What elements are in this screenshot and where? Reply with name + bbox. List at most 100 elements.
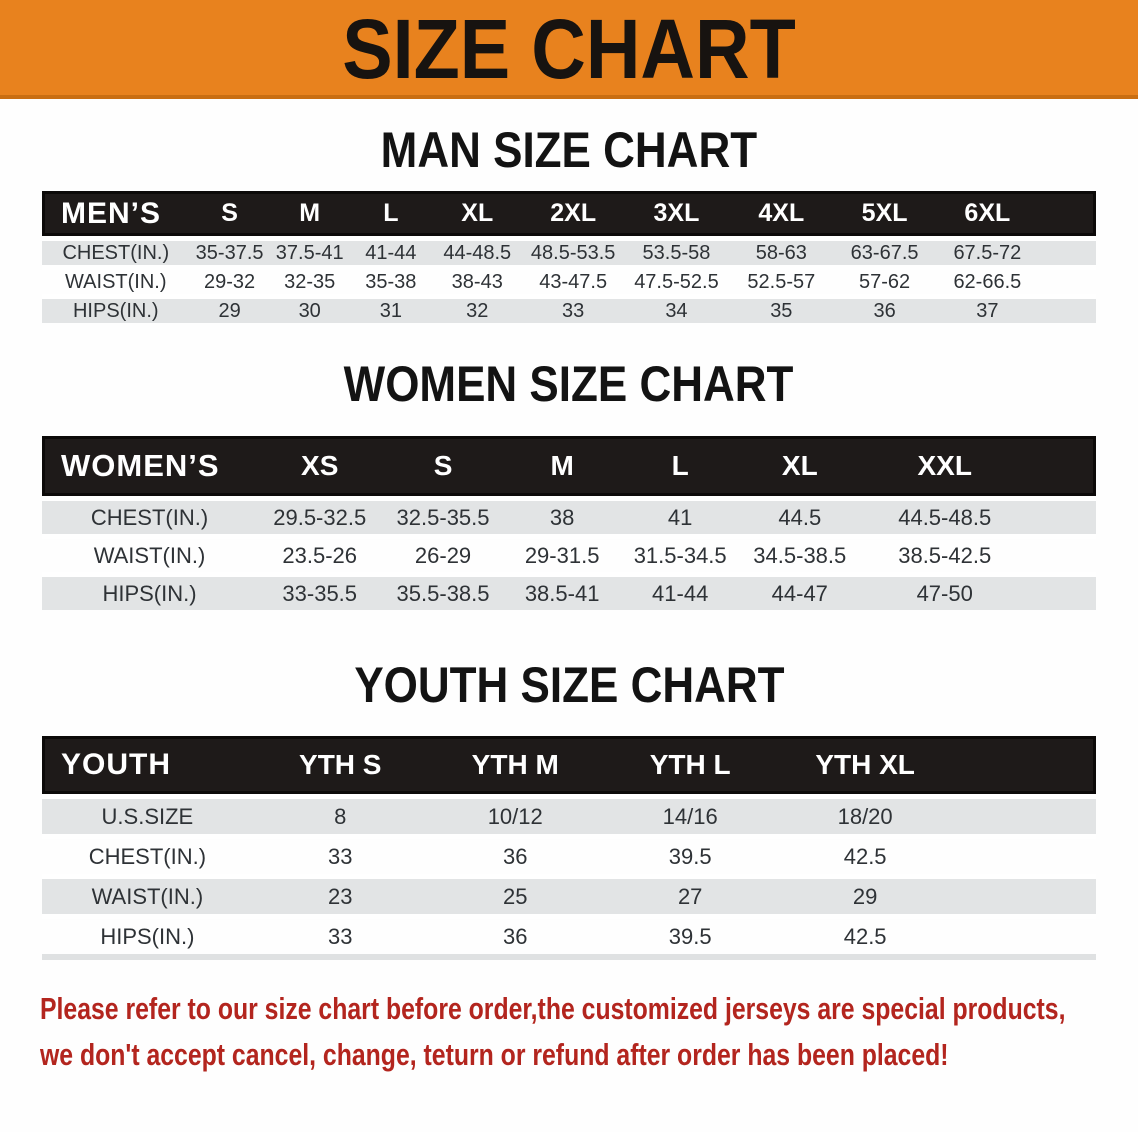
size-value-cell: 32-35 [269, 265, 350, 294]
spacer-cell [952, 834, 1096, 874]
size-column-header: M [269, 191, 350, 236]
size-value-cell: 44.5-48.5 [859, 496, 1030, 534]
row-label: HIPS(IN.) [42, 914, 253, 954]
size-value-cell: 31.5-34.5 [620, 534, 740, 572]
order-notice-line2: we don't accept cancel, change, teturn o… [40, 1037, 949, 1072]
spacer-cell [1029, 534, 1096, 572]
size-value-cell: 38 [503, 496, 621, 534]
size-column-header: S [382, 436, 504, 496]
size-value-cell: 32.5-35.5 [382, 496, 504, 534]
order-notice: Please refer to our size chart before or… [0, 986, 1138, 1078]
size-value-cell: 26-29 [382, 534, 504, 572]
size-column-header: L [349, 191, 432, 236]
size-value-cell: 44-47 [739, 572, 860, 610]
size-column-header: 4XL [729, 191, 834, 236]
youth-section-heading: YOUTH SIZE CHART [0, 660, 1138, 710]
youth-size-section: YOUTH SIZE CHART YOUTH YTH S YTH M YTH L YTH… [0, 660, 1138, 960]
women-size-section: WOMEN SIZE CHART WOMEN’S XS S M L XL XXL CHEST(… [0, 359, 1138, 610]
table-row: WAIST(IN.) 29-32 32-35 35-38 38-43 43-47.5 47.… [42, 265, 1096, 294]
row-label: CHEST(IN.) [42, 496, 258, 534]
youth-size-table: YOUTH YTH S YTH M YTH L YTH XL U.S.SIZE 8 10/12… [42, 736, 1096, 960]
size-value-cell: 44-48.5 [431, 236, 523, 265]
row-label: WAIST(IN.) [42, 534, 258, 572]
size-value-cell: 27 [602, 874, 778, 914]
size-value-cell: 31 [349, 294, 432, 323]
spacer-cell [1039, 236, 1096, 265]
size-value-cell: 33 [252, 834, 428, 874]
youth-table-label: YOUTH [42, 736, 253, 794]
size-value-cell: 44.5 [739, 496, 860, 534]
table-row: HIPS(IN.) 33 36 39.5 42.5 [42, 914, 1096, 954]
row-label: WAIST(IN.) [42, 265, 190, 294]
size-chart-banner: SIZE CHART [0, 0, 1138, 99]
spacer-cell [952, 794, 1096, 834]
size-value-cell: 29 [777, 874, 953, 914]
size-value-cell: 29-31.5 [503, 534, 621, 572]
size-value-cell: 29 [189, 294, 270, 323]
size-column-header: 5XL [833, 191, 936, 236]
size-value-cell: 14/16 [602, 794, 778, 834]
women-header-row: WOMEN’S XS S M L XL XXL [42, 436, 1096, 496]
spacer-header [1039, 191, 1096, 236]
row-label: CHEST(IN.) [42, 834, 253, 874]
women-size-table: WOMEN’S XS S M L XL XXL CHEST(IN.) 29.5-32.5 32.5… [42, 436, 1096, 610]
size-value-cell: 62-66.5 [935, 265, 1039, 294]
size-value-cell: 34 [623, 294, 730, 323]
size-value-cell: 34.5-38.5 [739, 534, 860, 572]
youth-header-row: YOUTH YTH S YTH M YTH L YTH XL [42, 736, 1096, 794]
size-value-cell: 37 [935, 294, 1039, 323]
women-table-label: WOMEN’S [42, 436, 258, 496]
size-value-cell: 29-32 [189, 265, 270, 294]
size-column-header: XS [257, 436, 383, 496]
table-row: CHEST(IN.) 35-37.5 37.5-41 41-44 44-48.5 48.5… [42, 236, 1096, 265]
table-row: WAIST(IN.) 23 25 27 29 [42, 874, 1096, 914]
size-value-cell: 29.5-32.5 [257, 496, 383, 534]
row-label: HIPS(IN.) [42, 294, 190, 323]
men-section-heading-text: MAN SIZE CHART [380, 122, 758, 178]
spacer-cell [1029, 496, 1096, 534]
size-value-cell: 37.5-41 [269, 236, 350, 265]
size-column-header: XL [431, 191, 523, 236]
table-row: HIPS(IN.) 29 30 31 32 33 34 35 36 37 [42, 294, 1096, 323]
page-title: SIZE CHART [342, 2, 796, 96]
men-size-table: MEN’S S M L XL 2XL 3XL 4XL 5XL 6XL CHEST(IN.) 35-37… [42, 191, 1096, 323]
women-section-heading: WOMEN SIZE CHART [0, 359, 1138, 409]
size-value-cell: 38.5-42.5 [859, 534, 1030, 572]
size-value-cell: 38-43 [431, 265, 523, 294]
size-column-header: YTH S [252, 736, 428, 794]
size-value-cell: 33 [522, 294, 624, 323]
size-column-header: YTH M [427, 736, 603, 794]
women-section-heading-text: WOMEN SIZE CHART [344, 356, 794, 412]
row-label: U.S.SIZE [42, 794, 253, 834]
size-column-header: YTH XL [777, 736, 953, 794]
row-label: HIPS(IN.) [42, 572, 258, 610]
spacer-header [1029, 436, 1096, 496]
table-row: CHEST(IN.) 33 36 39.5 42.5 [42, 834, 1096, 874]
size-column-header: L [620, 436, 740, 496]
men-header-row: MEN’S S M L XL 2XL 3XL 4XL 5XL 6XL [42, 191, 1096, 236]
table-row: CHEST(IN.) 29.5-32.5 32.5-35.5 38 41 44.5 44.5… [42, 496, 1096, 534]
size-value-cell: 36 [833, 294, 936, 323]
size-column-header: M [503, 436, 621, 496]
size-column-header: 3XL [623, 191, 730, 236]
men-section-heading: MAN SIZE CHART [0, 125, 1138, 175]
size-value-cell: 39.5 [602, 834, 778, 874]
size-value-cell: 35-37.5 [189, 236, 270, 265]
size-value-cell: 35.5-38.5 [382, 572, 504, 610]
spacer-cell [952, 914, 1096, 954]
size-value-cell: 67.5-72 [935, 236, 1039, 265]
size-column-header: 2XL [522, 191, 624, 236]
size-value-cell: 41 [620, 496, 740, 534]
size-column-header: S [189, 191, 270, 236]
spacer-cell [1029, 572, 1096, 610]
size-value-cell: 35 [729, 294, 834, 323]
size-value-cell: 8 [252, 794, 428, 834]
row-label: CHEST(IN.) [42, 236, 190, 265]
size-column-header: 6XL [935, 191, 1039, 236]
size-column-header: YTH L [602, 736, 778, 794]
size-value-cell: 48.5-53.5 [522, 236, 624, 265]
size-value-cell: 63-67.5 [833, 236, 936, 265]
size-value-cell: 35-38 [349, 265, 432, 294]
row-label: WAIST(IN.) [42, 874, 253, 914]
size-column-header: XL [739, 436, 860, 496]
